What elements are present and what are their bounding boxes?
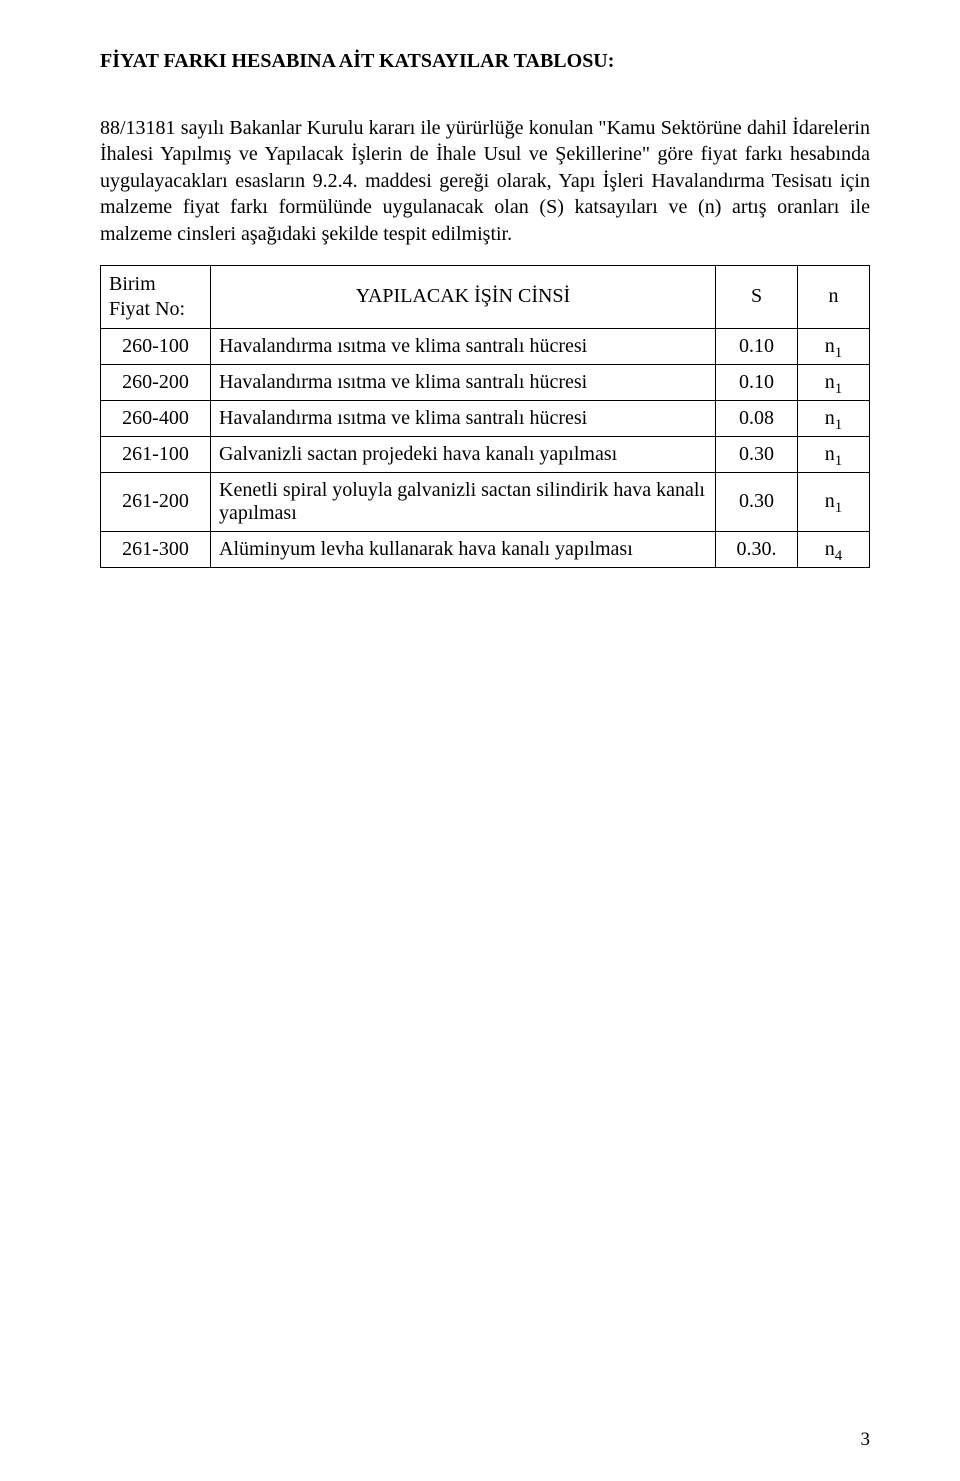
section-heading: FİYAT FARKI HESABINA AİT KATSAYILAR TABL… [100,50,870,73]
cell-bfno: 260-200 [101,364,211,400]
cell-bfno: 261-300 [101,531,211,567]
cell-n: n4 [798,531,870,567]
table-row: 260-100 Havalandırma ısıtma ve klima san… [101,328,870,364]
cell-desc: Kenetli spiral yoluyla galvanizli sactan… [211,472,716,531]
cell-s: 0.08 [716,400,798,436]
n-sub: 1 [835,500,843,516]
intro-paragraph: 88/13181 sayılı Bakanlar Kurulu kararı i… [100,115,870,247]
n-main: n [825,335,835,357]
cell-n: n1 [798,364,870,400]
table-row: 261-200 Kenetli spiral yoluyla galvanizl… [101,472,870,531]
n-sub: 1 [835,345,843,361]
header-bfno-line1: Birim [109,272,202,297]
cell-desc: Havalandırma ısıtma ve klima santralı hü… [211,328,716,364]
page-number: 3 [861,1429,871,1451]
header-n: n [798,265,870,328]
cell-s: 0.30 [716,436,798,472]
n-sub: 1 [835,453,843,469]
cell-n: n1 [798,400,870,436]
table-row: 261-100 Galvanizli sactan projedeki hava… [101,436,870,472]
n-sub: 4 [835,548,843,564]
header-bfno: Birim Fiyat No: [101,265,211,328]
cell-s: 0.30 [716,472,798,531]
header-bfno-line2: Fiyat No: [109,297,202,322]
cell-n: n1 [798,328,870,364]
table-row: 260-400 Havalandırma ısıtma ve klima san… [101,400,870,436]
n-main: n [825,490,835,512]
cell-bfno: 260-100 [101,328,211,364]
n-main: n [825,371,835,393]
cell-s: 0.30. [716,531,798,567]
cell-bfno: 261-200 [101,472,211,531]
cell-s: 0.10 [716,328,798,364]
table-row: 260-200 Havalandırma ısıtma ve klima san… [101,364,870,400]
header-s: S [716,265,798,328]
n-sub: 1 [835,381,843,397]
cell-bfno: 260-400 [101,400,211,436]
cell-n: n1 [798,436,870,472]
cell-bfno: 261-100 [101,436,211,472]
cell-s: 0.10 [716,364,798,400]
n-main: n [825,443,835,465]
coefficients-table: Birim Fiyat No: YAPILACAK İŞİN CİNSİ S n… [100,265,870,568]
n-main: n [825,538,835,560]
table-row: 261-300 Alüminyum levha kullanarak hava … [101,531,870,567]
cell-desc: Havalandırma ısıtma ve klima santralı hü… [211,364,716,400]
cell-desc: Galvanizli sactan projedeki hava kanalı … [211,436,716,472]
table-header-row: Birim Fiyat No: YAPILACAK İŞİN CİNSİ S n [101,265,870,328]
cell-n: n1 [798,472,870,531]
header-desc: YAPILACAK İŞİN CİNSİ [211,265,716,328]
cell-desc: Alüminyum levha kullanarak hava kanalı y… [211,531,716,567]
n-sub: 1 [835,417,843,433]
cell-desc: Havalandırma ısıtma ve klima santralı hü… [211,400,716,436]
n-main: n [825,407,835,429]
